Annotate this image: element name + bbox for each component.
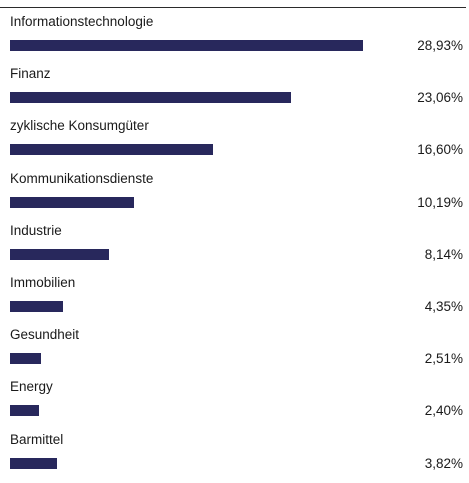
category-label: Energy — [10, 379, 53, 395]
bar-row: Industrie 8,14% — [0, 222, 469, 274]
bar — [10, 457, 57, 469]
bar — [10, 40, 363, 51]
value-label: 2,51% — [424, 351, 463, 367]
category-label: zyklische Konsumgüter — [10, 118, 149, 134]
bar — [10, 144, 213, 156]
value-label: 16,60% — [417, 142, 463, 158]
category-label: Kommunikationsdienste — [10, 170, 154, 186]
bar-row: Barmittel 3,82% — [0, 431, 469, 483]
bar-row: Finanz 23,06% — [0, 65, 469, 117]
bar-row: Immobilien 4,35% — [0, 274, 469, 326]
category-label: Informationstechnologie — [10, 14, 154, 29]
value-label: 28,93% — [417, 38, 463, 53]
bar-row: Kommunikationsdienste 10,19% — [0, 170, 469, 222]
value-label: 23,06% — [417, 90, 463, 106]
category-label: Finanz — [10, 66, 51, 82]
bar-row: Informationstechnologie 28,93% — [0, 13, 469, 65]
bar — [10, 405, 40, 417]
bar-row: Energy 2,40% — [0, 378, 469, 430]
sector-allocation-chart: Informationstechnologie 28,93% Finanz 23,06… — [0, 7, 469, 471]
value-label: 8,14% — [424, 246, 463, 262]
top-rule — [0, 7, 466, 8]
category-label: Gesundheit — [10, 327, 80, 343]
bar — [10, 353, 41, 365]
bar — [10, 196, 135, 208]
bar — [10, 248, 110, 260]
category-label: Immobilien — [10, 275, 76, 290]
value-label: 4,35% — [424, 299, 463, 314]
bar-row: zyklische Konsumgüter 16,60% — [0, 117, 469, 169]
bar-row: Gesundheit 2,51% — [0, 326, 469, 378]
bar — [10, 92, 292, 104]
bar — [10, 301, 64, 312]
category-label: Barmittel — [10, 431, 64, 447]
value-label: 2,40% — [424, 403, 463, 419]
category-label: Industrie — [10, 222, 62, 238]
value-label: 10,19% — [417, 194, 463, 210]
